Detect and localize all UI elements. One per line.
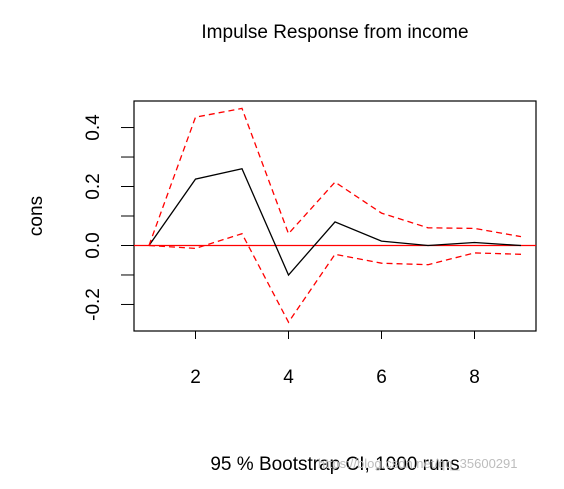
x-tick-label: 6 xyxy=(376,367,387,388)
y-tick-label: 0.2 xyxy=(83,173,104,199)
plot-area: 2 4 6 8 -0.2 0.0 0.2 0.4 xyxy=(83,100,537,388)
y-axis-label: cons xyxy=(26,196,47,236)
x-axis-label: 95 % Bootstrap CI, 1000 runs xyxy=(210,454,459,475)
y-tick-label: 0.4 xyxy=(83,114,104,141)
x-tick-label: 4 xyxy=(283,367,294,388)
y-tick-label: 0.0 xyxy=(83,232,104,258)
series-line-estimate xyxy=(148,168,522,277)
x-tick-label: 8 xyxy=(469,367,480,388)
series-line-lower-ci xyxy=(148,232,522,324)
x-tick-label: 2 xyxy=(190,367,201,388)
y-tick-label: -0.2 xyxy=(83,288,104,321)
chart-title: Impulse Response from income xyxy=(201,22,468,43)
series-line-upper-ci xyxy=(148,107,522,246)
watermark-text: https://blog.csdn.net/qq_35600291 xyxy=(318,456,518,471)
plot-frame xyxy=(133,100,537,332)
